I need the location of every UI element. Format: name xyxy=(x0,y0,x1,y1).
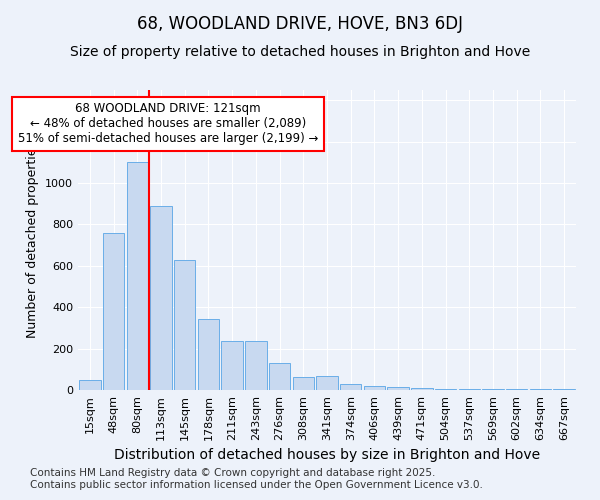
X-axis label: Distribution of detached houses by size in Brighton and Hove: Distribution of detached houses by size … xyxy=(114,448,540,462)
Bar xyxy=(293,376,314,390)
Bar xyxy=(269,363,290,390)
Bar xyxy=(221,342,243,390)
Bar xyxy=(245,342,266,390)
Bar xyxy=(364,386,385,390)
Bar xyxy=(482,389,503,390)
Text: 68 WOODLAND DRIVE: 121sqm
← 48% of detached houses are smaller (2,089)
51% of se: 68 WOODLAND DRIVE: 121sqm ← 48% of detac… xyxy=(18,102,319,146)
Bar xyxy=(198,318,219,390)
Bar xyxy=(316,376,338,390)
Bar xyxy=(411,388,433,390)
Bar xyxy=(553,389,575,390)
Bar xyxy=(458,389,480,390)
Bar xyxy=(174,260,196,390)
Text: Contains HM Land Registry data © Crown copyright and database right 2025.
Contai: Contains HM Land Registry data © Crown c… xyxy=(30,468,483,490)
Bar xyxy=(127,162,148,390)
Bar xyxy=(388,387,409,390)
Bar xyxy=(79,380,101,390)
Bar xyxy=(103,233,124,390)
Bar xyxy=(340,384,361,390)
Text: 68, WOODLAND DRIVE, HOVE, BN3 6DJ: 68, WOODLAND DRIVE, HOVE, BN3 6DJ xyxy=(137,15,463,33)
Y-axis label: Number of detached properties: Number of detached properties xyxy=(26,142,40,338)
Text: Size of property relative to detached houses in Brighton and Hove: Size of property relative to detached ho… xyxy=(70,45,530,59)
Bar xyxy=(435,389,456,390)
Bar xyxy=(151,206,172,390)
